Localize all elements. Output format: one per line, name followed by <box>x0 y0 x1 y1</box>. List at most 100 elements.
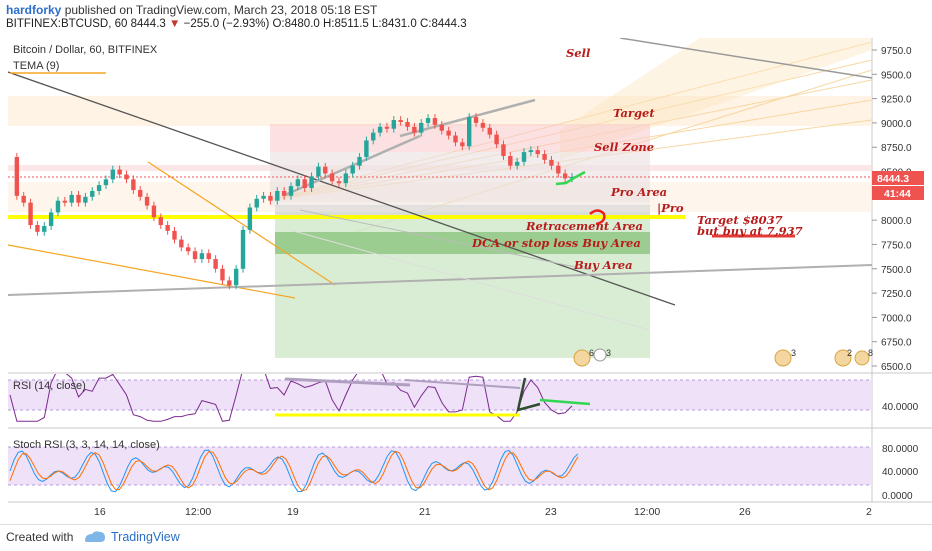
candle-body <box>439 124 444 131</box>
candle-body <box>268 195 273 201</box>
candle-body <box>199 253 205 260</box>
price-tick-label: 9500.0 <box>881 70 912 81</box>
dca-label: DCA or stop loss Buy Area <box>471 236 641 250</box>
time-axis[interactable]: 16 12:00 19 21 23 12:00 26 2 <box>94 506 872 518</box>
candle-body <box>514 161 520 166</box>
candle-body <box>480 122 486 128</box>
candle-body <box>76 194 81 203</box>
retracement-area <box>275 205 650 215</box>
symbol-line: BITFINEX:BTCUSD, 60 8444.3 ▼ −255.0 (−2.… <box>6 18 467 30</box>
candle-body <box>185 247 191 252</box>
price-tick-label: 7000.0 <box>881 313 912 324</box>
rsi-band <box>8 380 872 410</box>
candle-body <box>240 229 246 269</box>
down-arrow-icon: ▼ <box>169 18 181 30</box>
candle-body <box>90 190 95 197</box>
candle-body <box>220 268 225 281</box>
candle-body <box>14 156 20 196</box>
price-tick-label: 6750.0 <box>881 338 912 349</box>
footer: Created with TradingView <box>0 524 932 551</box>
published-text: published on TradingView.com, March 23, … <box>64 3 378 17</box>
time-label: 12:00 <box>185 506 211 518</box>
grey-support-line <box>8 264 872 296</box>
candle-body <box>549 159 554 166</box>
chart-area[interactable]: Bitcoin / Dollar, 60, BITFINEX TEMA (9) … <box>0 34 932 524</box>
candle-body <box>254 198 259 208</box>
candle-body <box>528 150 534 153</box>
stoch-k-line <box>9 449 579 493</box>
candle-body <box>371 132 376 141</box>
event-dot-icon[interactable] <box>593 348 607 362</box>
retracement-label: Retracement Area <box>525 219 643 233</box>
price-tick-label: 8000.0 <box>881 216 912 227</box>
price-tick-label: 7250.0 <box>881 289 912 300</box>
candle-body <box>131 179 136 191</box>
grey-resistance-line <box>619 38 872 79</box>
candle-body <box>501 144 506 156</box>
candle-body <box>432 118 438 125</box>
candle-body <box>336 181 342 184</box>
indicator-label[interactable]: TEMA (9) <box>13 60 59 72</box>
rsi-green-line <box>539 398 591 406</box>
sell-zone-label: Sell Zone <box>594 140 654 154</box>
candle-body <box>460 142 465 147</box>
candle-body <box>384 126 390 129</box>
countdown-tag-bg <box>872 186 924 200</box>
us-flag-icon[interactable] <box>774 349 792 367</box>
candle-body <box>405 121 410 127</box>
candle-body <box>62 200 68 203</box>
chart-svg[interactable]: Bitcoin / Dollar, 60, BITFINEX TEMA (9) … <box>0 34 932 524</box>
pane-title: Bitcoin / Dollar, 60, BITFINEX <box>13 44 158 56</box>
stoch-title[interactable]: Stoch RSI (3, 3, 14, 14, close) <box>13 439 160 451</box>
candle-body <box>275 190 280 201</box>
author-link[interactable]: hardforky <box>6 3 62 17</box>
but-buy-label: but buy at 7,937 <box>697 224 803 238</box>
rsi-trendline <box>404 379 521 389</box>
price-axis[interactable]: 9750.09500.09250.09000.08750.08500.08250… <box>872 46 912 373</box>
candle-body <box>350 165 355 174</box>
time-label: 21 <box>419 506 431 518</box>
rsi-title[interactable]: RSI (14, close) <box>13 380 86 392</box>
candle-body <box>453 135 458 143</box>
pro-zone <box>270 152 650 207</box>
candle-body <box>309 176 314 189</box>
us-flag-icon[interactable] <box>854 350 870 366</box>
green-annotation <box>555 170 586 186</box>
candle-body <box>103 179 109 186</box>
event-flags[interactable]: 6 3 3 2 8 <box>573 348 873 367</box>
candle-body <box>556 165 561 174</box>
event-count: 3 <box>791 348 796 358</box>
tradingview-logo-icon[interactable] <box>82 529 108 545</box>
annotations: Sell Target Sell Zone Pro Area |Pro Retr… <box>471 46 803 272</box>
candle-body <box>398 120 403 122</box>
orange-channel-upper <box>147 161 336 286</box>
rsi-tick: 40.0000 <box>882 402 919 413</box>
price-tick-label: 6500.0 <box>881 362 912 373</box>
time-label: 23 <box>545 506 557 518</box>
us-flag-icon[interactable] <box>834 349 852 367</box>
rsi-line <box>9 374 573 422</box>
stoch-pane <box>8 446 872 493</box>
created-with-label: Created with <box>6 530 74 544</box>
candle-body <box>562 173 568 179</box>
us-flag-icon[interactable] <box>573 349 591 367</box>
candle-body <box>151 205 157 218</box>
candle-body <box>425 118 431 123</box>
candle-body <box>110 169 116 180</box>
stoch-d-line <box>9 450 579 492</box>
time-label: 12:00 <box>634 506 660 518</box>
candle-body <box>261 195 266 199</box>
publish-line: hardforky published on TradingView.com, … <box>6 3 377 17</box>
price-tick-label: 9250.0 <box>881 95 912 106</box>
target-8037-label: Target $8037 <box>697 213 783 227</box>
candle-body <box>69 194 74 203</box>
candle-body <box>494 134 499 145</box>
candles <box>14 113 575 290</box>
candle-body <box>233 268 239 286</box>
target-label: Target <box>613 106 655 120</box>
candle-body <box>521 152 527 162</box>
candle-body <box>302 179 307 189</box>
candle-body <box>158 217 163 226</box>
tradingview-link[interactable]: TradingView <box>111 530 180 544</box>
ohlc-values: O:8480.0 H:8511.5 L:8431.0 C:8444.3 <box>272 18 467 30</box>
